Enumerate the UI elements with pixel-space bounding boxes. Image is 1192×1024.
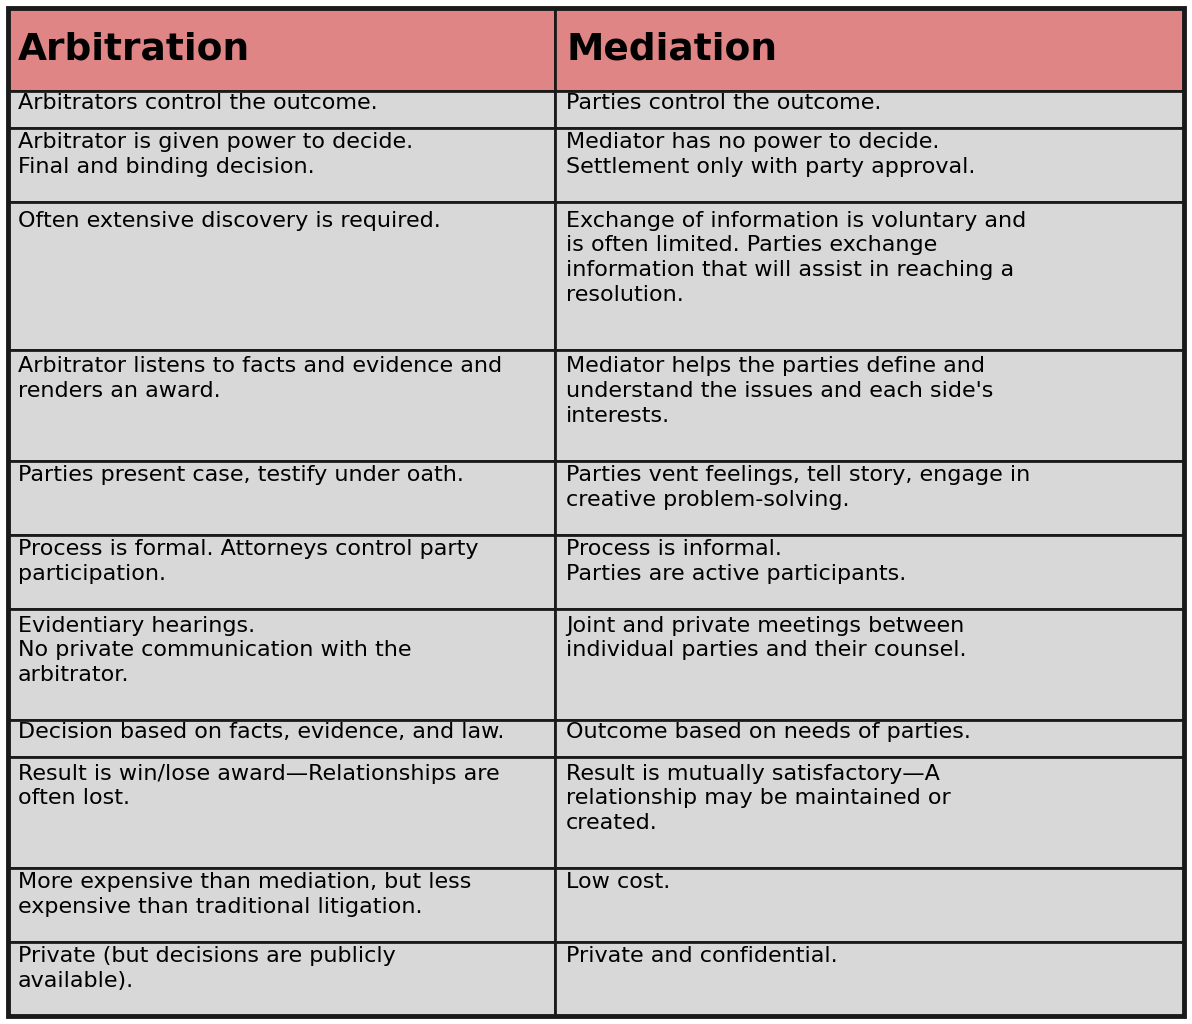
Text: Low cost.: Low cost.	[566, 872, 670, 892]
Bar	[554, 461, 1184, 535]
Bar	[8, 202, 554, 350]
Bar	[554, 868, 1184, 942]
Text: Outcome based on needs of parties.: Outcome based on needs of parties.	[566, 722, 971, 742]
Bar	[8, 91, 554, 128]
Bar	[554, 720, 1184, 757]
Bar	[8, 609, 554, 720]
Bar	[8, 942, 554, 1016]
Bar	[8, 535, 554, 609]
Bar	[554, 535, 1184, 609]
Text: Arbitrator is given power to decide.
Final and binding decision.: Arbitrator is given power to decide. Fin…	[18, 132, 412, 177]
Text: Arbitrators control the outcome.: Arbitrators control the outcome.	[18, 93, 378, 113]
Bar	[554, 609, 1184, 720]
Text: Private (but decisions are publicly
available).: Private (but decisions are publicly avai…	[18, 946, 396, 991]
Text: Parties present case, testify under oath.: Parties present case, testify under oath…	[18, 465, 464, 485]
Bar	[554, 202, 1184, 350]
Bar	[554, 350, 1184, 461]
Text: Parties vent feelings, tell story, engage in
creative problem-solving.: Parties vent feelings, tell story, engag…	[566, 465, 1030, 510]
Text: Result is mutually satisfactory—A
relationship may be maintained or
created.: Result is mutually satisfactory—A relati…	[566, 764, 951, 834]
Bar	[8, 128, 554, 202]
Text: More expensive than mediation, but less
expensive than traditional litigation.: More expensive than mediation, but less …	[18, 872, 471, 918]
Text: Often extensive discovery is required.: Often extensive discovery is required.	[18, 211, 441, 230]
Text: Process is informal.
Parties are active participants.: Process is informal. Parties are active …	[566, 540, 906, 584]
Text: Private and confidential.: Private and confidential.	[566, 946, 838, 967]
Text: Exchange of information is voluntary and
is often limited. Parties exchange
info: Exchange of information is voluntary and…	[566, 211, 1026, 305]
Text: Process is formal. Attorneys control party
participation.: Process is formal. Attorneys control par…	[18, 540, 478, 584]
Bar	[8, 720, 554, 757]
Text: Parties control the outcome.: Parties control the outcome.	[566, 93, 882, 113]
Bar	[554, 8, 1184, 91]
Bar	[8, 757, 554, 868]
Bar	[8, 350, 554, 461]
Bar	[554, 91, 1184, 128]
Text: Decision based on facts, evidence, and law.: Decision based on facts, evidence, and l…	[18, 722, 504, 742]
Text: Joint and private meetings between
individual parties and their counsel.: Joint and private meetings between indiv…	[566, 615, 967, 660]
Text: Mediation: Mediation	[566, 32, 777, 68]
Text: Result is win/lose award—Relationships are
often lost.: Result is win/lose award—Relationships a…	[18, 764, 499, 808]
Bar	[8, 8, 554, 91]
Text: Mediator has no power to decide.
Settlement only with party approval.: Mediator has no power to decide. Settlem…	[566, 132, 975, 177]
Bar	[554, 128, 1184, 202]
Text: Evidentiary hearings.
No private communication with the
arbitrator.: Evidentiary hearings. No private communi…	[18, 615, 411, 685]
Bar	[8, 461, 554, 535]
Bar	[554, 942, 1184, 1016]
Text: Arbitration: Arbitration	[18, 32, 250, 68]
Text: Arbitrator listens to facts and evidence and
renders an award.: Arbitrator listens to facts and evidence…	[18, 356, 502, 401]
Text: Mediator helps the parties define and
understand the issues and each side's
inte: Mediator helps the parties define and un…	[566, 356, 994, 426]
Bar	[8, 868, 554, 942]
Bar	[554, 757, 1184, 868]
